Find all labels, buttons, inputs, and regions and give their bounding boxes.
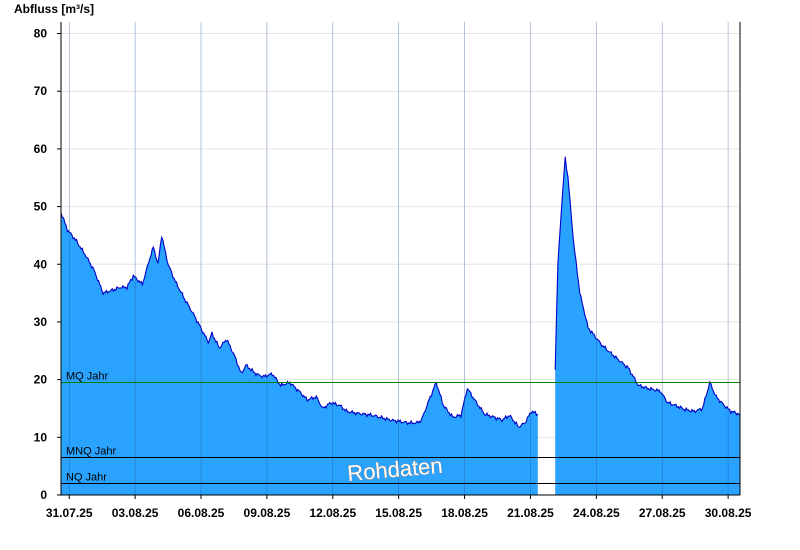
x-tick-label: 18.08.25	[441, 506, 488, 520]
y-tick-label: 0	[40, 488, 47, 502]
y-tick-label: 80	[34, 27, 48, 41]
reference-line-label: NQ Jahr	[66, 471, 107, 483]
y-tick-label: 60	[34, 142, 48, 156]
discharge-line	[554, 156, 741, 416]
x-tick-label: 21.08.25	[507, 506, 554, 520]
y-tick-label: 10	[34, 430, 48, 444]
discharge-area	[61, 212, 538, 495]
x-tick-label: 15.08.25	[375, 506, 422, 520]
x-tick-label: 06.08.25	[178, 506, 225, 520]
x-tick-label: 24.08.25	[573, 506, 620, 520]
discharge-line	[60, 212, 539, 428]
x-tick-label: 09.08.25	[244, 506, 291, 520]
y-tick-label: 70	[34, 84, 48, 98]
raw-data-watermark: Rohdaten	[346, 453, 443, 486]
y-tick-label: 20	[34, 373, 48, 387]
reference-line-label: MNQ Jahr	[66, 446, 116, 458]
y-axis-title: Abfluss [m³/s]	[14, 2, 94, 16]
x-tick-label: 31.07.25	[46, 506, 93, 520]
x-tick-label: 03.08.25	[112, 506, 159, 520]
x-tick-label: 27.08.25	[639, 506, 686, 520]
reference-line-label: MQ Jahr	[66, 371, 109, 383]
x-tick-label: 12.08.25	[309, 506, 356, 520]
discharge-area	[555, 156, 740, 496]
x-tick-label: 30.08.25	[705, 506, 752, 520]
y-tick-label: 30	[34, 315, 48, 329]
y-tick-label: 40	[34, 257, 48, 271]
y-tick-label: 50	[34, 200, 48, 214]
